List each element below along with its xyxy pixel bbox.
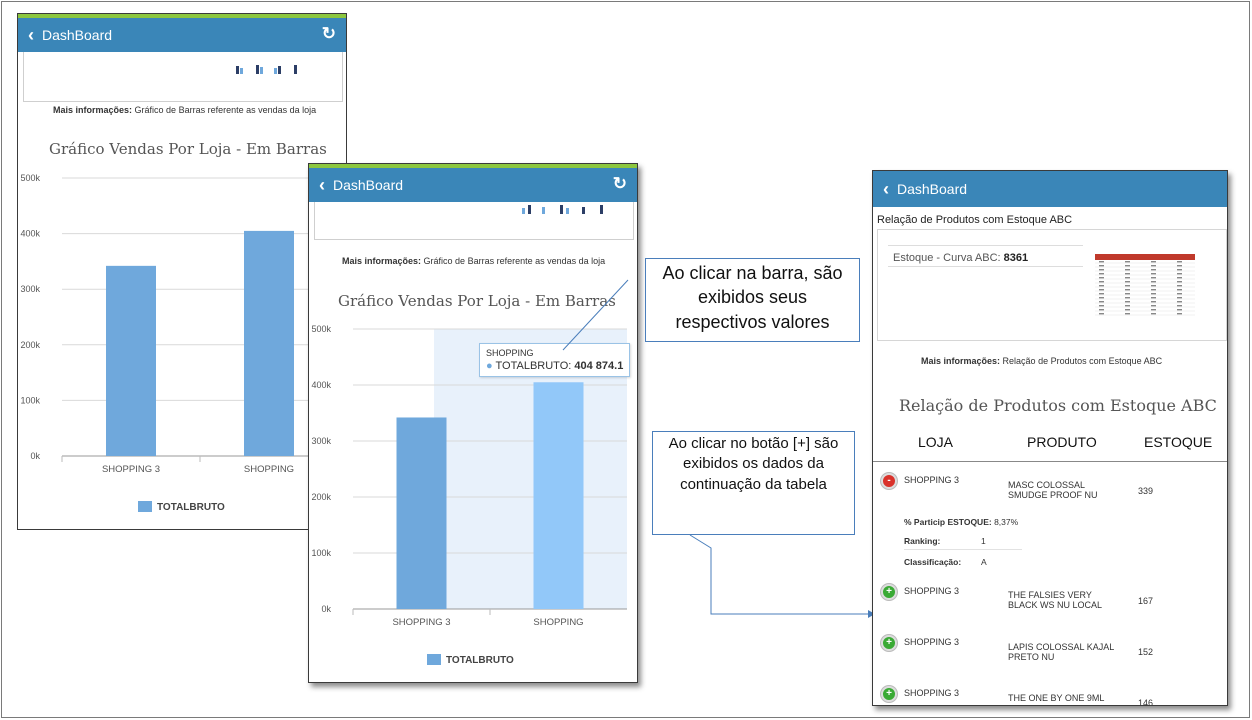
header-divider	[873, 461, 1227, 462]
table-row-stock: 339	[1138, 486, 1154, 496]
top-bar: ‹ DashBoard	[873, 171, 1227, 207]
bar-chart-back: 0k 100k 200k 300k 400k 500k SHOPPING 3 SHOPPING…	[18, 164, 346, 529]
table-row-stock: 146	[1138, 698, 1154, 706]
legend-swatch	[427, 654, 441, 665]
table-row-product: MASC COLOSSAL SMUDGE PROOF NU	[1008, 480, 1098, 501]
expand-toggle-icon[interactable]: +	[881, 635, 897, 651]
info-text: Mais informações: Gráfico de Barras refe…	[53, 105, 317, 115]
chart-title: Gráfico Vendas Por Loja - Em Barras	[338, 292, 616, 310]
mini-chart	[520, 204, 610, 214]
y-tick-label: 0k	[30, 451, 40, 461]
detail-classificacao: Classificação:	[904, 557, 962, 567]
y-tick-label: 500k	[20, 173, 40, 183]
chart-title: Gráfico Vendas Por Loja - Em Barras	[49, 140, 327, 158]
phone-front: ‹ DashBoard ↻ Mais informações: Gráfico …	[308, 163, 638, 683]
legend-label: TOTALBRUTO	[157, 502, 225, 513]
bar	[533, 382, 584, 609]
table-row-store: SHOPPING 3	[904, 637, 960, 647]
top-bar: ‹ DashBoard ↻	[18, 18, 346, 52]
mini-chart-card	[23, 52, 343, 102]
mini-table-preview	[1095, 254, 1195, 316]
legend-swatch	[138, 501, 152, 512]
y-tick-label: 0k	[321, 604, 331, 614]
stock-value: 8361	[1003, 252, 1029, 264]
stock-card: Estoque - Curva ABC: 8361	[877, 229, 1227, 341]
tooltip-series: TOTALBRUTO:	[495, 360, 572, 372]
card-title: Relação de Produtos com Estoque ABC	[877, 214, 1073, 226]
table-row-product: THE ONE BY ONE 9ML	[1008, 693, 1105, 703]
expand-toggle-icon[interactable]: +	[881, 686, 897, 702]
detail-classificacao-value: A	[981, 557, 987, 567]
y-tick-label: 300k	[311, 436, 331, 446]
x-tick-label: SHOPPING	[533, 617, 583, 628]
mini-chart-card	[314, 202, 634, 240]
bar-tooltip: SHOPPING ● TOTALBRUTO: 404 874.1	[479, 343, 631, 377]
x-tick-label: SHOPPING	[244, 464, 294, 475]
refresh-icon[interactable]: ↻	[321, 24, 336, 43]
accent-line	[18, 14, 346, 18]
bar	[244, 230, 294, 456]
table-row-product: LAPIS COLOSSAL KAJAL PRETO NU	[1008, 642, 1114, 663]
y-tick-label: 100k	[311, 548, 331, 558]
info-text: Mais informações: Relação de Produtos co…	[921, 356, 1163, 366]
y-tick-label: 300k	[20, 284, 40, 294]
phone-right: ‹ DashBoard Relação de Produtos com Esto…	[872, 170, 1228, 706]
table-row-stock: 152	[1138, 647, 1154, 657]
y-tick-label: 400k	[311, 380, 331, 390]
bar	[106, 265, 156, 456]
table-row-store: SHOPPING 3	[904, 688, 960, 698]
stock-label: Estoque - Curva ABC: 8361	[893, 252, 1029, 264]
accent-line	[309, 164, 637, 168]
refresh-icon[interactable]: ↻	[612, 174, 627, 193]
table-row-store: SHOPPING 3	[904, 475, 960, 485]
header-title[interactable]: DashBoard	[897, 181, 968, 197]
y-tick-label: 100k	[20, 395, 40, 405]
mini-chart	[234, 64, 314, 74]
table-row-stock: 167	[1138, 596, 1154, 606]
detail-ranking-value: 1	[981, 536, 986, 546]
expand-toggle-icon[interactable]: +	[881, 584, 897, 600]
bar	[396, 417, 447, 609]
column-header-loja[interactable]: LOJA	[918, 434, 954, 450]
y-tick-label: 500k	[311, 324, 331, 334]
table-row-store: SHOPPING 3	[904, 586, 960, 596]
y-tick-label: 200k	[311, 492, 331, 502]
x-tick-label: SHOPPING 3	[102, 464, 160, 475]
detail-ranking: Ranking:	[904, 536, 941, 546]
callout-plus-click: Ao clicar no botão [+] são exibidos os d…	[652, 431, 855, 535]
tooltip-title: SHOPPING	[486, 348, 534, 358]
collapse-toggle-icon[interactable]: -	[881, 473, 897, 489]
chevron-left-icon[interactable]: ‹	[319, 175, 325, 195]
table-title: Relação de Produtos com Estoque ABC	[899, 396, 1217, 415]
y-tick-label: 400k	[20, 229, 40, 239]
y-tick-label: 200k	[20, 340, 40, 350]
legend-label: TOTALBRUTO	[446, 655, 514, 666]
callout-bar-click: Ao clicar na barra, são exibidos seus re…	[645, 258, 860, 342]
header-title[interactable]: DashBoard	[333, 177, 404, 193]
detail-particip: % Particip ESTOQUE: 8,37%	[904, 517, 1019, 527]
column-header-estoque[interactable]: ESTOQUE	[1144, 434, 1213, 450]
info-text: Mais informações: Gráfico de Barras refe…	[342, 256, 606, 266]
phone-back: ‹ DashBoard ↻ Mais informações: Gráfico …	[17, 13, 347, 530]
top-bar: ‹ DashBoard ↻	[309, 168, 637, 202]
tooltip-value: 404 874.1	[574, 360, 624, 372]
column-header-produto[interactable]: PRODUTO	[1027, 434, 1097, 450]
header-title[interactable]: DashBoard	[42, 27, 113, 43]
x-tick-label: SHOPPING 3	[392, 617, 450, 628]
chevron-left-icon[interactable]: ‹	[883, 179, 889, 199]
table-row-product: THE FALSIES VERY BLACK WS NU LOCAL	[1008, 590, 1103, 611]
chevron-left-icon[interactable]: ‹	[28, 25, 34, 45]
